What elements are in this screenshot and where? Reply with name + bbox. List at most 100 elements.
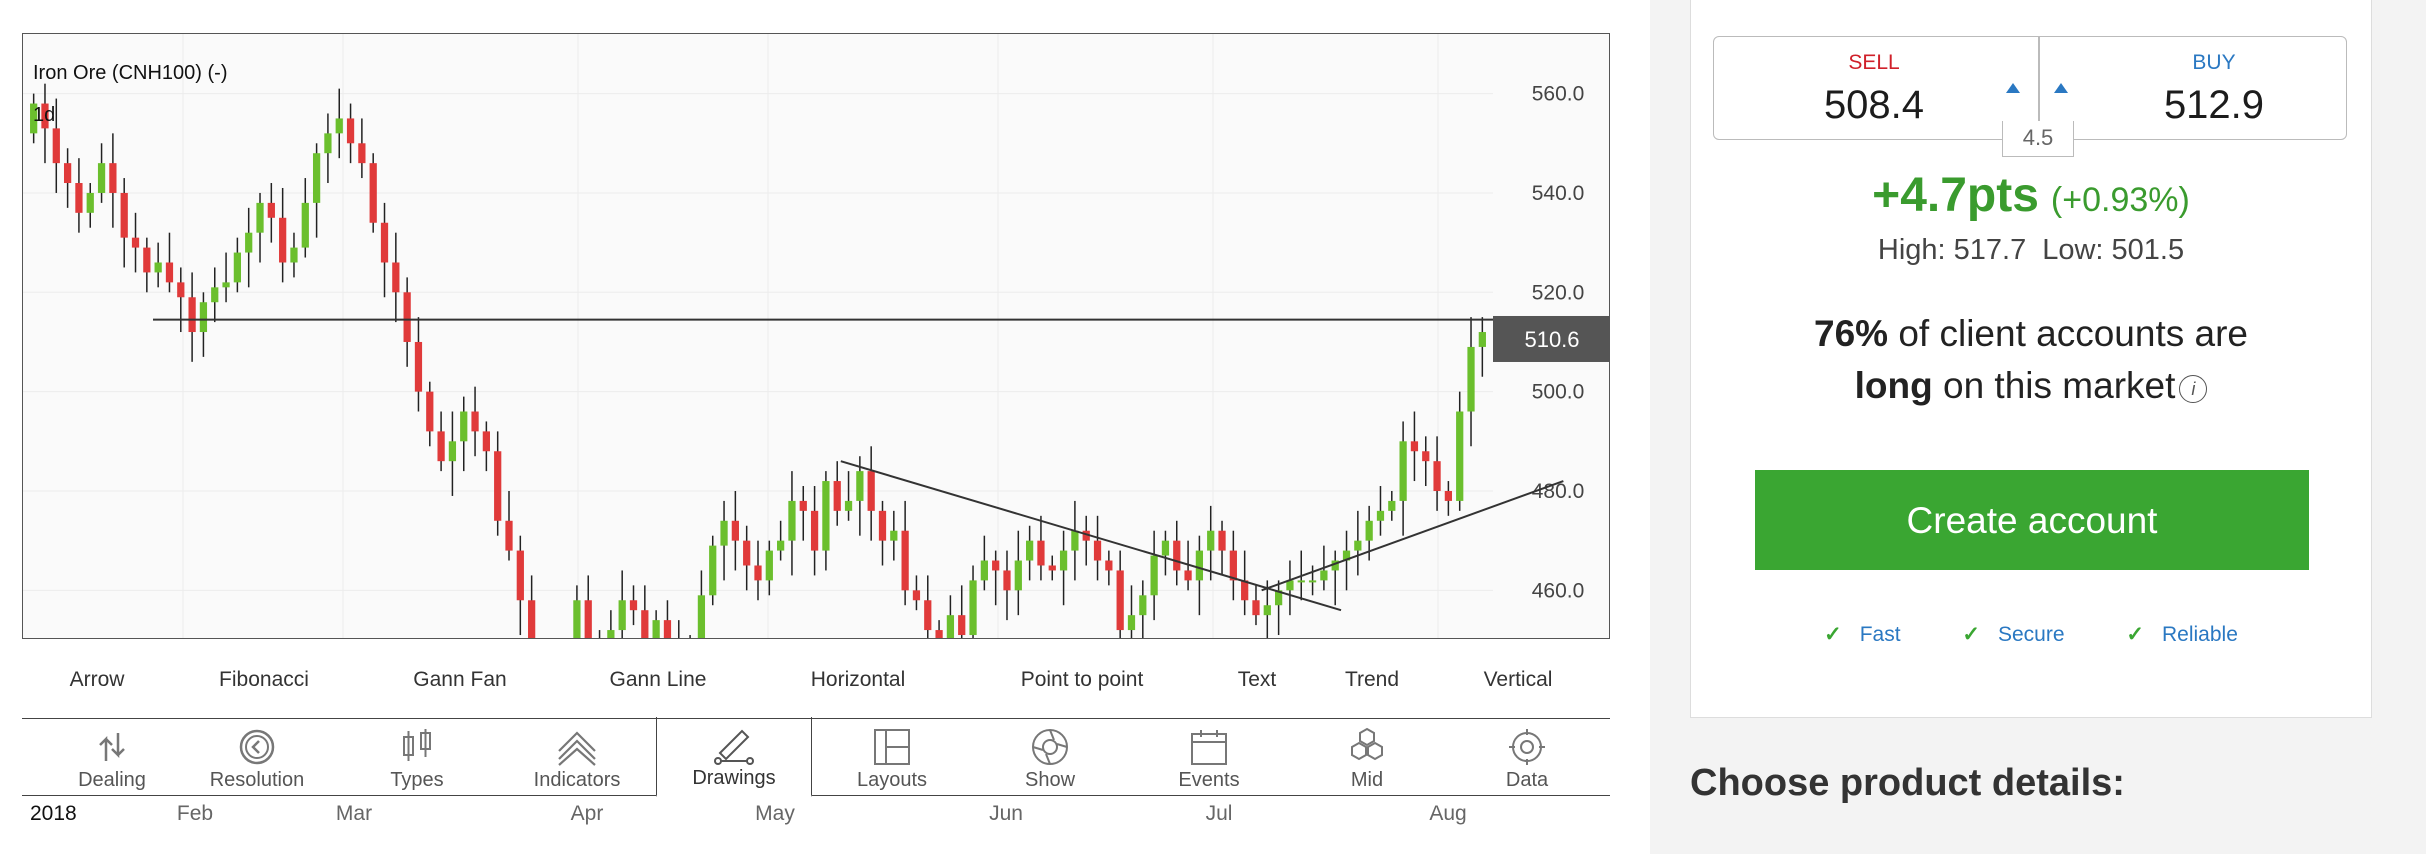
buy-price[interactable]: 512.9 [2163,83,2265,127]
time-label-mar: Mar [335,802,373,825]
badge-secure-label: Secure [1998,623,2065,646]
candle-body [403,292,411,342]
sentiment-long: long [1854,365,1933,406]
candle-body [1048,565,1056,571]
drawing-gann-line[interactable]: Gann Line [609,668,707,691]
drawing-horizontal[interactable]: Horizontal [810,668,906,691]
sell-up-arrow-icon [2006,83,2020,93]
chart-resolution: 1d [33,104,56,126]
candle-body [743,540,751,566]
sentiment-text-2: on this market [1932,365,2176,406]
candle-body [765,550,773,581]
drawing-vertical[interactable]: Vertical [1483,668,1553,691]
drawing-arrow[interactable]: Arrow [69,668,125,691]
candle-body [335,118,343,134]
drawing-text[interactable]: Text [1237,668,1277,691]
check-icon: ✓ [2126,623,2144,646]
change-percent: (+0.93%) [2050,181,2190,219]
candle-body [1207,530,1215,551]
tool-show[interactable]: Show [975,719,1125,797]
time-label-jun: Jun [989,802,1023,825]
tool-indicators-label: Indicators [533,769,621,791]
candle-body [358,143,366,164]
chart-title: Iron Ore (CNH100) (-) [33,62,228,84]
candle-body [1150,555,1158,596]
candle-body [958,615,966,636]
candle-body [663,620,672,638]
candle-body [426,391,434,432]
candle-body [1195,550,1204,581]
candle-body [1444,490,1453,501]
tool-mid[interactable]: Mid [1292,719,1442,797]
candle-body [652,620,660,638]
candle-body [969,580,977,636]
candle-body [1071,530,1079,551]
tool-events[interactable]: Events [1134,719,1284,797]
price-chart[interactable]: 560.0 540.0 520.0 500.0 480.0 460.0 510.6 Iron… [22,33,1610,639]
candle-body [946,615,955,638]
price-box: SELL 508.4 BUY 512.9 4.5 [1713,36,2347,157]
candle-body [788,500,796,541]
candle-body [641,610,649,638]
candle-body [1365,520,1373,541]
candle-body [494,451,502,521]
price-tick-label: 480.0 [1532,480,1585,503]
deal-panel: SELL 508.4 BUY 512.9 4.5 +4.7pts (+0.93%)… [1690,0,2372,718]
candle-body [867,471,875,511]
tool-layouts[interactable]: Layouts [817,719,967,797]
candle-body [63,163,72,184]
price-tick-label: 560.0 [1532,83,1585,106]
create-account-button[interactable]: Create account [1755,470,2309,570]
candle-body [924,600,932,631]
tool-resolution[interactable]: Resolution [182,719,332,797]
candle-body [856,471,864,501]
candle-body [267,202,275,218]
sell-price[interactable]: 508.4 [1823,83,1925,127]
info-icon[interactable]: i [2179,375,2208,403]
badge-reliable: ✓ Reliable [2112,623,2252,646]
chart-area: 560.0 540.0 520.0 500.0 480.0 460.0 510.6 Iron… [22,33,1610,825]
events-icon [1191,730,1227,765]
candle-body [833,481,841,511]
tool-indicators[interactable]: Indicators [502,719,652,797]
drawing-point-to-point[interactable]: Point to point [1020,668,1144,691]
candle-body [1116,570,1124,631]
badge-fast: ✓ Fast [1810,623,1914,646]
badge-secure: ✓ Secure [1948,623,2078,646]
candlestick-chart[interactable]: 560.0 540.0 520.0 500.0 480.0 460.0 510.6 [23,34,1610,639]
candle-body [471,411,479,432]
candle-body [222,282,230,288]
tool-types[interactable]: Types [342,719,492,797]
candle-body [41,103,49,129]
candle-body [901,530,909,591]
candle-body [312,153,321,203]
tool-data[interactable]: Data [1452,719,1602,797]
candle-body [822,481,830,551]
tool-drawings-label: Drawings [692,767,776,789]
candle-body [754,565,762,581]
price-divider [2038,37,2040,141]
tool-dealing[interactable]: Dealing [37,719,187,797]
candle-body [992,560,1000,571]
candle-body [1252,600,1260,616]
candle-body [188,297,196,333]
price-tick-label: 460.0 [1532,579,1585,602]
drawing-fibonacci[interactable]: Fibonacci [219,668,309,691]
candle-body [1241,580,1249,601]
show-icon [1032,729,1068,765]
candle-body [301,202,309,248]
tool-drawings[interactable]: Drawings [656,717,812,797]
tool-layouts-label: Layouts [856,769,928,791]
drawing-gann-fan[interactable]: Gann Fan [413,668,507,691]
candle-body [154,262,162,273]
candle-body [143,247,151,273]
candle-body [584,600,592,638]
buy-label[interactable]: BUY [2192,51,2236,74]
drawing-trend[interactable]: Trend [1344,668,1400,691]
candle-body [1014,560,1022,591]
sell-label[interactable]: SELL [1848,51,1900,74]
candle-body [109,163,117,193]
tool-types-label: Types [390,769,444,791]
trust-badges: ✓ Fast ✓ Secure ✓ Reliable [1691,622,2371,647]
tool-mid-label: Mid [1350,769,1384,791]
